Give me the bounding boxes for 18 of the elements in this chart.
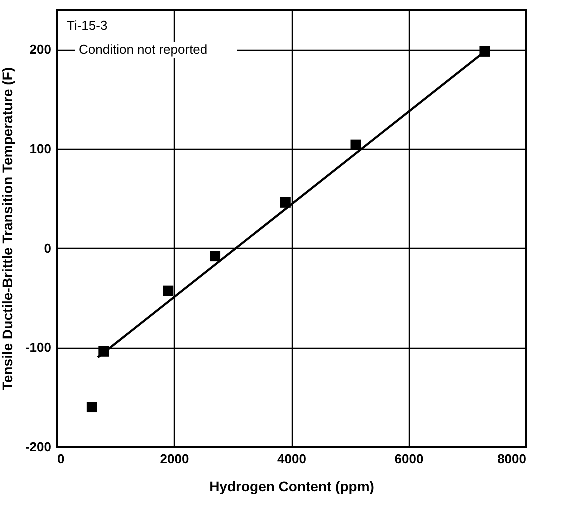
annotation: Condition not reported bbox=[79, 42, 208, 57]
x-tick-label: 4000 bbox=[278, 452, 306, 466]
point bbox=[350, 140, 362, 150]
x-tick-label: 6000 bbox=[394, 452, 424, 466]
y-tick-label: 200 bbox=[30, 42, 52, 58]
y-tick-label: -200 bbox=[25, 440, 52, 454]
y-tick-label: 0 bbox=[44, 240, 52, 256]
x-tick-label: 8000 bbox=[498, 452, 526, 466]
y-axis-title: Tensile Ductile-Brittle Transition Temperature (F) bbox=[0, 67, 16, 391]
x-tick-label: 2000 bbox=[160, 452, 190, 466]
y-tick-label: -100 bbox=[25, 340, 52, 356]
point bbox=[86, 402, 98, 413]
point bbox=[280, 197, 291, 208]
point bbox=[210, 251, 221, 262]
annotation: Ti-15-3 bbox=[67, 18, 108, 33]
x-tick-label: 0 bbox=[58, 452, 65, 466]
y-tick-label: 100 bbox=[30, 142, 52, 157]
point bbox=[163, 286, 174, 296]
